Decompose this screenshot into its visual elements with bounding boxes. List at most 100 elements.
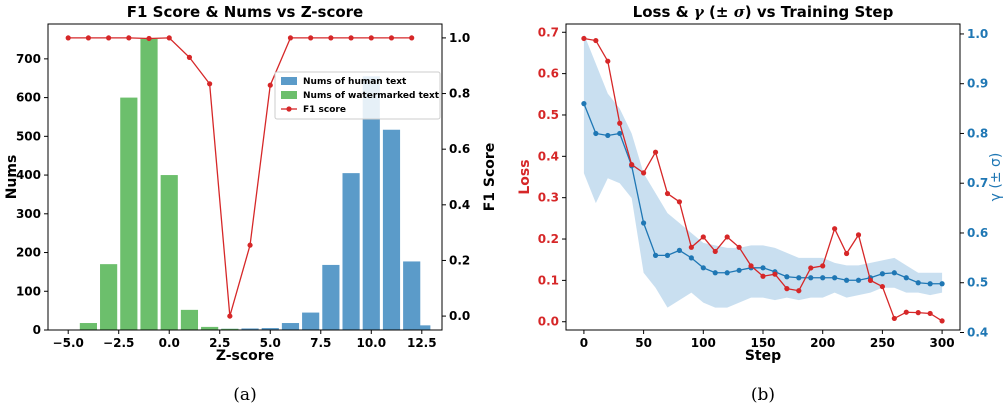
x-tick-label: 250 [870, 336, 895, 350]
loss-point-13 [736, 244, 742, 250]
chart-b-ylabel: Loss [517, 159, 533, 194]
loss-point-18 [796, 288, 802, 294]
loss-point-15 [760, 273, 766, 279]
x-tick-label: 300 [930, 336, 955, 350]
gamma-point-23 [855, 277, 862, 283]
f1-point-7 [207, 81, 213, 87]
chart-a-y-ticks: 0 100 200 300 400 500 600 700 [16, 52, 48, 337]
x-tick-label: −2.5 [103, 336, 134, 350]
gamma-point-2 [605, 132, 611, 139]
chart-a-y2-ticks: 0.0 0.2 0.4 0.6 0.8 1.0 [442, 31, 470, 323]
bar-human-4 [281, 323, 300, 330]
gamma-sigma-band [583, 33, 943, 308]
loss-point-7 [664, 190, 671, 197]
y-tick-label: 0.6 [538, 67, 559, 81]
gamma-point-18 [796, 275, 802, 281]
legend-label-f1: F1 score [303, 105, 346, 115]
bar-watermarked-7 [221, 328, 239, 330]
x-tick-label: 2.5 [209, 336, 230, 350]
x-tick-label: 5.0 [260, 336, 281, 350]
y2-tick-label: 1.0 [449, 31, 470, 45]
chart-a-frame [47, 23, 443, 331]
chart-a-xlabel: Z-score [216, 348, 274, 364]
legend-label-watermarked: Nums of watermarked text [303, 91, 440, 101]
f1-point-3 [126, 35, 132, 41]
f1-point-14 [348, 35, 354, 41]
loss-point-0 [581, 35, 587, 42]
chart-b-x-ticks: 0 50 100 150 200 250 300 [580, 330, 955, 350]
chart-a-legend: Nums of human text Nums of watermarked t… [274, 71, 441, 120]
loss-point-19 [808, 265, 814, 271]
chart-b-gamma-band [583, 33, 943, 308]
bar-human-8 [362, 76, 380, 330]
gamma-point-7 [664, 252, 671, 258]
loss-point-5 [641, 170, 647, 176]
bar-watermarked-1 [100, 264, 118, 330]
f1-point-9 [247, 242, 253, 248]
f1-line-path [68, 37, 412, 317]
caption-b: (b) [751, 385, 775, 405]
loss-point-16 [772, 271, 778, 277]
bar-human-9 [382, 129, 401, 330]
y-tick-label: 0 [33, 323, 41, 337]
x-tick-label: −5.0 [53, 336, 84, 350]
y-tick-label: 500 [16, 129, 41, 143]
chart-a-ylabel: Nums [4, 155, 20, 200]
bar-watermarked-5 [180, 309, 199, 330]
f1-point-10 [267, 82, 273, 88]
loss-point-17 [784, 286, 790, 292]
loss-point-28 [915, 310, 921, 316]
chart-b-title: Loss & γ (± σ) vs Training Step [633, 3, 894, 21]
y-tick-label: 0.5 [538, 108, 559, 122]
bar-human-0 [413, 325, 431, 330]
loss-point-6 [652, 149, 659, 155]
loss-point-26 [891, 315, 897, 322]
loss-point-12 [724, 234, 730, 240]
chart-a-x-ticks: −5.0 −2.5 0.0 2.5 5.0 7.5 10.0 12.5 [53, 330, 437, 350]
chart-b-y-ticks: 0.0 0.1 0.2 0.3 0.4 0.5 0.6 0.7 [538, 25, 566, 329]
gamma-point-3 [617, 130, 623, 137]
chart-a-title: F1 Score & Nums vs Z-score [127, 3, 363, 21]
chart-b-y2label: γ (± σ) [988, 153, 1004, 202]
y2-tick-label: 0.4 [449, 198, 470, 212]
gamma-point-19 [808, 275, 814, 281]
loss-point-24 [867, 277, 874, 283]
chart-a-f1-line [65, 35, 415, 319]
f1-point-6 [186, 54, 193, 60]
gamma-point-30 [939, 281, 945, 287]
f1-point-12 [308, 35, 314, 41]
chart-b-y2-ticks: 0.4 0.5 0.6 0.7 0.8 0.9 1.0 [960, 27, 988, 339]
f1-point-8 [227, 313, 233, 319]
x-tick-label: 200 [810, 336, 835, 350]
gamma-point-5 [641, 220, 647, 226]
f1-point-1 [85, 35, 92, 41]
x-tick-label: 150 [750, 336, 775, 350]
gamma-point-20 [820, 275, 826, 281]
chart-b: Loss & γ (± σ) vs Training Step 0 50 100 15… [517, 3, 1004, 364]
f1-point-15 [368, 35, 374, 41]
gamma-point-27 [903, 275, 909, 281]
gamma-point-6 [652, 252, 659, 258]
gamma-point-28 [915, 280, 921, 286]
y-tick-label: 600 [16, 91, 41, 105]
loss-point-3 [617, 120, 623, 126]
y-tick-label: 0.1 [538, 273, 559, 287]
gamma-point-9 [688, 255, 694, 261]
legend-swatch-human [281, 77, 297, 85]
bar-human-5 [302, 312, 320, 330]
bar-watermarked-2 [120, 97, 138, 330]
bar-human-6 [322, 264, 340, 330]
y2-tick-label: 0.8 [967, 126, 988, 140]
y2-tick-label: 0.6 [967, 226, 988, 240]
x-tick-label: 0 [580, 336, 588, 350]
bar-watermarked-6 [201, 326, 219, 330]
y2-tick-label: 0.9 [967, 77, 988, 91]
gamma-point-21 [832, 275, 838, 281]
y-tick-label: 400 [16, 168, 41, 182]
gamma-point-1 [593, 130, 599, 137]
bar-watermarked-3 [140, 38, 158, 330]
f1-point-16 [388, 35, 395, 41]
y-tick-label: 0.7 [538, 25, 559, 39]
loss-point-2 [605, 58, 611, 64]
gamma-point-10 [700, 265, 706, 271]
